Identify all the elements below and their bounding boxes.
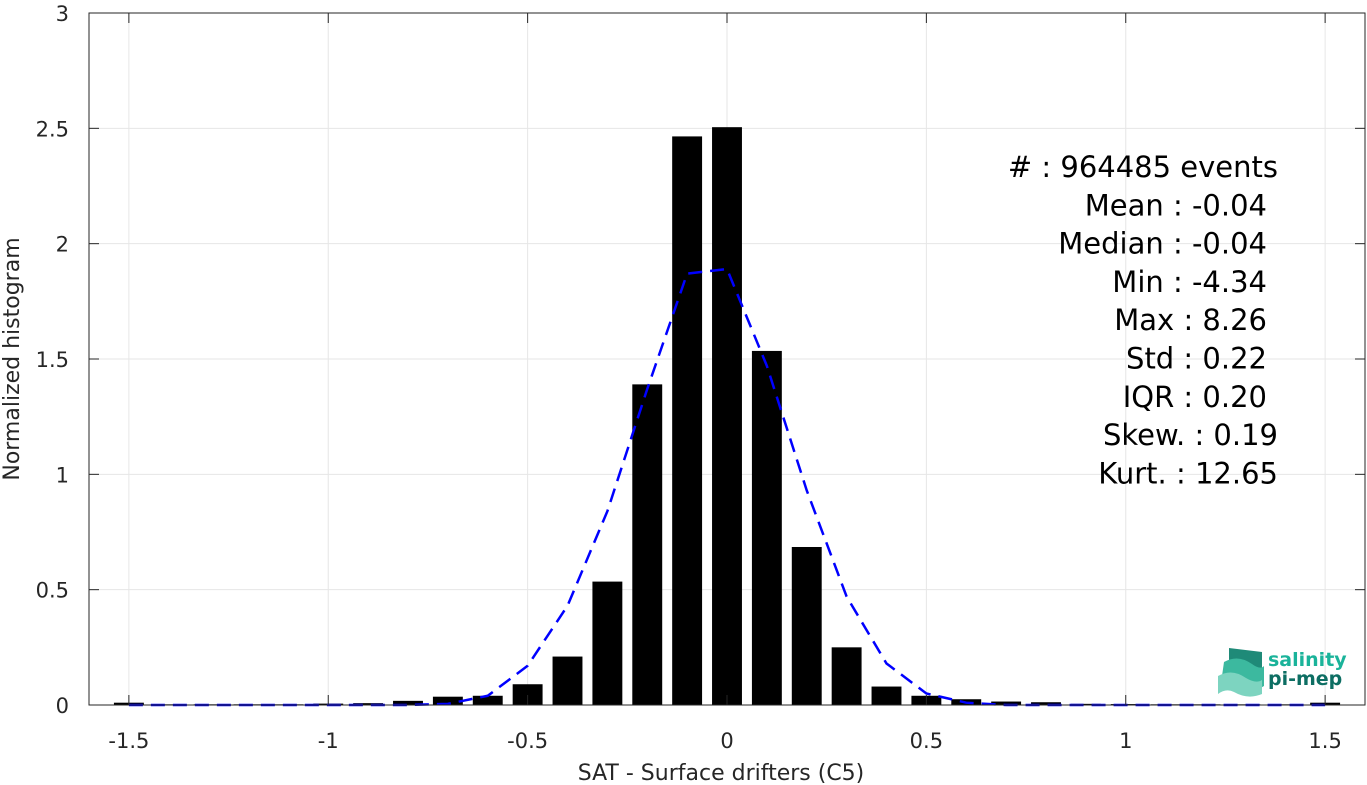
- histogram-bar: [751, 350, 782, 705]
- histogram-bar: [632, 384, 663, 705]
- logo-line1: salinity: [1268, 649, 1347, 671]
- histogram-bar: [791, 546, 822, 705]
- stat-line: Skew. : 0.19: [1103, 418, 1278, 452]
- histogram-bar: [393, 700, 423, 705]
- stat-line: # : 964485 events: [1008, 150, 1278, 184]
- histogram-bar: [512, 684, 543, 705]
- stat-line: Kurt. : 12.65: [1098, 456, 1278, 490]
- y-tick-label: 0.5: [36, 579, 69, 603]
- histogram-bar: [672, 136, 703, 705]
- y-tick-label: 0: [56, 694, 69, 718]
- histogram-bar: [353, 703, 384, 705]
- x-tick-labels: -1.5 -1 -0.5 0 0.5 1 1.5: [108, 729, 1341, 753]
- y-tick-label: 2.5: [36, 117, 69, 141]
- stat-line: Std : 0.22: [1126, 342, 1267, 376]
- histogram-bars: [113, 127, 1341, 706]
- stat-line: IQR : 0.20: [1123, 380, 1267, 414]
- y-tick-labels: 0 0.5 1 1.5 2 2.5 3: [36, 2, 69, 718]
- x-tick-label: -1: [318, 729, 339, 753]
- x-axis-title: SAT - Surface drifters (C5): [578, 761, 865, 785]
- histogram-bar: [592, 581, 623, 705]
- histogram-bar: [552, 656, 583, 705]
- wave-icon: [1218, 648, 1264, 697]
- logo-line2: pi-mep: [1268, 668, 1342, 690]
- y-tick-label: 2: [56, 233, 69, 257]
- histogram-bar: [991, 701, 1022, 705]
- histogram-bar: [432, 696, 463, 705]
- y-axis-title: Normalized histogram: [0, 237, 25, 480]
- salinity-pi-mep-logo: salinity pi-mep: [1218, 648, 1347, 697]
- x-tick-label: 1.5: [1308, 729, 1341, 753]
- x-tick-label: 1: [1119, 729, 1132, 753]
- x-tick-label: 0.5: [910, 729, 943, 753]
- histogram-bar: [472, 695, 503, 705]
- histogram-bar: [1070, 703, 1101, 705]
- histogram-bar: [831, 647, 862, 705]
- stat-line: Mean : -0.04: [1085, 188, 1267, 222]
- x-tick-label: -1.5: [108, 729, 149, 753]
- axis-ticks: [89, 12, 1365, 706]
- stat-line: Max : 8.26: [1114, 303, 1267, 337]
- y-tick-label: 3: [56, 2, 69, 26]
- stat-line: Median : -0.04: [1058, 227, 1267, 261]
- x-tick-label: 0: [720, 729, 733, 753]
- histogram-bar: [871, 686, 902, 705]
- stat-line: Min : -4.34: [1112, 265, 1267, 299]
- histogram-bar: [1031, 702, 1061, 705]
- y-tick-label: 1: [56, 463, 69, 487]
- y-tick-label: 1.5: [36, 348, 69, 372]
- x-tick-label: -0.5: [507, 729, 548, 753]
- stats-annotations: # : 964485 events Mean : -0.04 Median : -0…: [1008, 150, 1278, 490]
- histogram-bar: [712, 127, 742, 706]
